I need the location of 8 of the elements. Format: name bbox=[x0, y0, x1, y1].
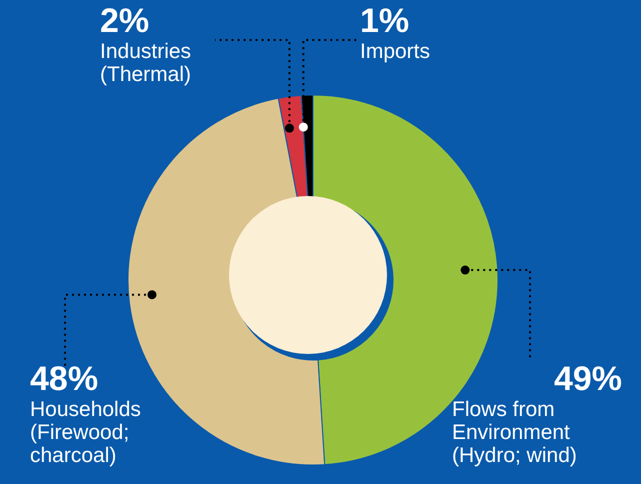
data-label: 2% bbox=[100, 2, 150, 40]
slice-label: Imports bbox=[360, 40, 432, 63]
slice-label: Flows from Environment (Hydro; wind) bbox=[452, 398, 578, 467]
slice-label: Industries (Thermal) bbox=[100, 40, 192, 86]
data-label: 1% bbox=[360, 2, 410, 40]
data-label: 49% bbox=[552, 360, 622, 398]
data-label: 48% bbox=[30, 360, 100, 398]
slice-label: Households (Firewood; charcoal) bbox=[30, 398, 142, 467]
